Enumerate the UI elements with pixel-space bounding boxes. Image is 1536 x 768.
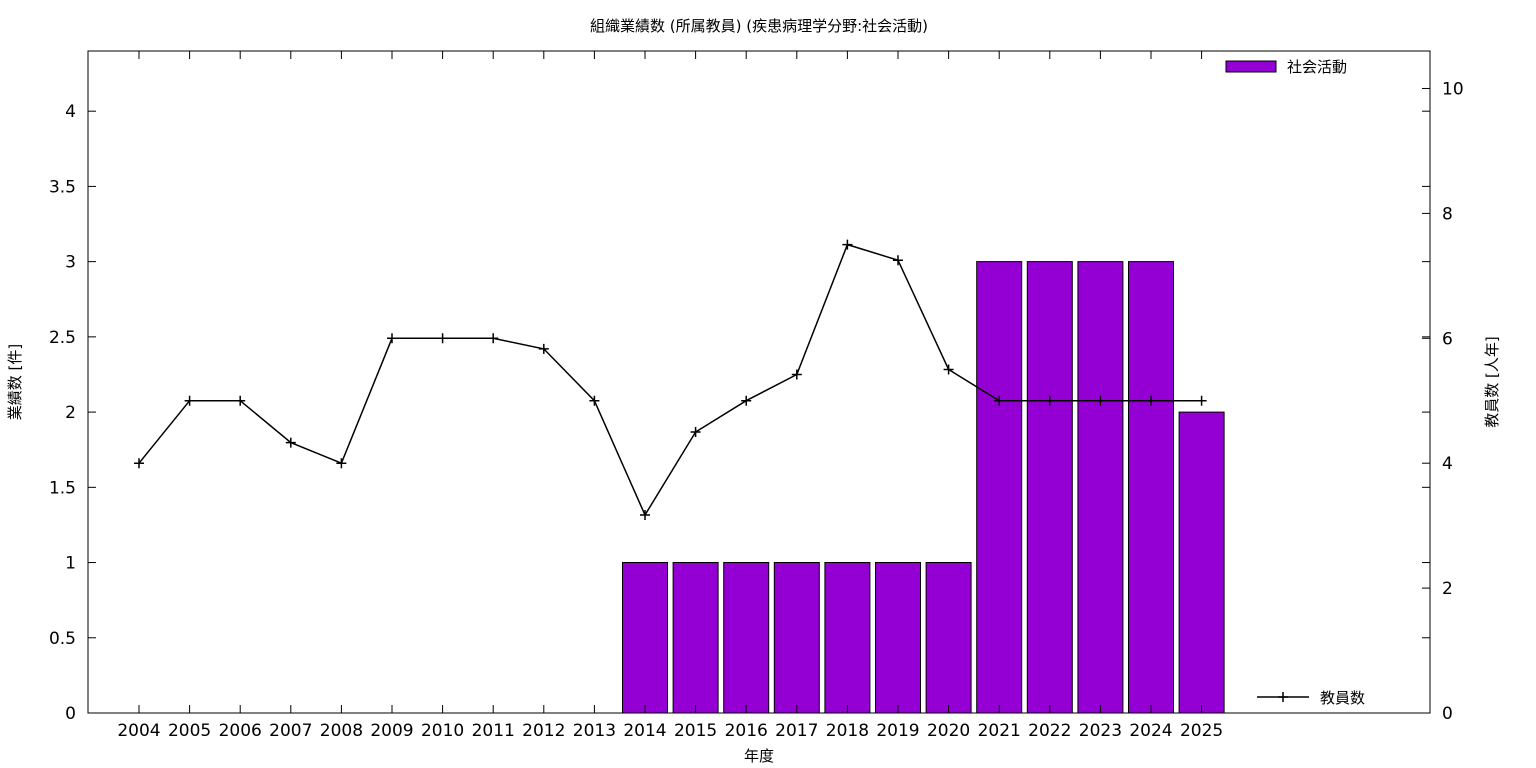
x-tick-label: 2017 [775,721,818,741]
bar-2018 [824,562,871,714]
point-2025 [1196,395,1207,406]
y-tick-label: 3.5 [49,177,76,197]
legend-bar-swatch [1225,60,1277,73]
x-tick-label: 2012 [522,721,565,741]
point-2019 [893,255,903,266]
point-2004 [134,458,144,469]
bar-series [622,261,1225,714]
x-tick-label: 2014 [623,721,666,741]
x-tick-label: 2013 [573,721,616,741]
x-tick-label: 2005 [168,721,211,741]
bar-2021 [976,261,1023,714]
x-tick-label: 2007 [269,721,312,741]
bar-2015 [672,562,719,714]
x-tick-label: 2024 [1129,721,1172,741]
x-tick-label: 2011 [472,721,515,741]
y-tick-label: 2 [65,403,76,423]
y-tick-label: 0.5 [49,629,76,649]
x-tick-label: 2008 [320,721,363,741]
point-2021 [994,395,1005,406]
bar-2017 [773,562,820,714]
bar-2016 [723,562,770,714]
y-axis-label: 業績数 [件] [6,344,24,420]
y-tick-label: 1.5 [49,478,76,498]
y2-axis-label: 教員数 [人年] [1483,336,1501,427]
x-tick-label: 2015 [674,721,717,741]
point-2020 [943,364,954,375]
point-2012 [538,343,549,354]
bar-2022 [1026,261,1073,714]
legend-line-label: 教員数 [1320,689,1365,707]
x-tick-label: 2022 [1028,721,1071,741]
x-tick-label: 2025 [1180,721,1223,741]
bar-2019 [875,562,921,714]
x-axis-label: 年度 [744,747,774,765]
legend-line-marker [1278,692,1288,702]
x-tick-label: 2021 [978,721,1021,741]
x-tick-label: 2016 [725,721,768,741]
y2-tick-label: 6 [1442,329,1453,349]
x-tick-label: 2004 [117,721,160,741]
x-tick-label: 2018 [826,721,869,741]
point-2024 [1146,395,1156,406]
y-tick-label: 0 [65,704,76,724]
point-2005 [184,395,195,406]
x-tick-label: 2009 [370,721,413,741]
plot-frame [87,50,1431,714]
y2-tick-label: 8 [1442,204,1453,224]
x-tick-label: 2020 [927,721,970,741]
x-tick-label: 2023 [1079,721,1122,741]
point-2022 [1044,395,1055,406]
bar-2014 [622,562,668,714]
legend-bar-label: 社会活動 [1287,58,1347,76]
point-2018 [842,239,853,250]
y2-tick-label: 2 [1442,579,1453,599]
y-tick-label: 2.5 [49,328,76,348]
y2-axis-ticks: 0 2 4 6 8 10 [1422,79,1464,724]
point-2017 [791,369,802,380]
x-axis-ticks: 2004 2005 2006 2007 2008 2009 2010 2011 2012 2013… [117,51,1223,741]
line-series [134,239,1207,520]
y-tick-label: 1 [65,554,76,574]
point-2016 [741,395,752,406]
line-teachers [138,243,1202,517]
y-tick-label: 4 [65,102,76,122]
point-2006 [235,395,246,406]
point-2008 [336,458,347,469]
point-2010 [437,333,448,344]
bar-2024 [1128,261,1174,714]
legend-line-entry: 教員数 [1257,689,1365,707]
bar-2025 [1178,411,1225,714]
y2-tick-label: 10 [1442,79,1464,99]
legend-bar-entry: 社会活動 [1225,58,1347,76]
point-2014 [640,510,650,520]
point-2011 [488,333,499,344]
point-2007 [285,437,296,448]
x-tick-label: 2019 [876,721,919,741]
chart-title: 組織業績数 (所属教員) (疾患病理学分野:社会活動) [590,17,928,35]
point-2015 [690,427,701,437]
x-tick-label: 2010 [421,721,464,741]
point-2013 [589,395,600,406]
bar-2023 [1077,261,1124,714]
y2-tick-label: 4 [1442,454,1453,474]
y2-tick-label: 0 [1442,704,1453,724]
point-2023 [1095,395,1106,406]
bar-2020 [925,562,972,714]
y-axis-ticks: 0 0.5 1 1.5 2 2.5 3 3.5 4 [49,102,1430,724]
y-tick-label: 3 [65,253,76,273]
x-tick-label: 2006 [219,721,262,741]
point-2009 [387,333,397,344]
